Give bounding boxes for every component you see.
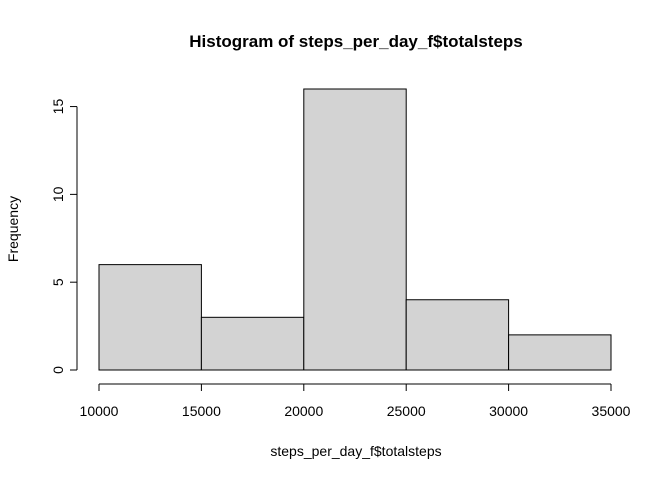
histogram-bar-0 [98, 264, 202, 371]
x-tick-label-4: 30000 [489, 403, 528, 419]
y-axis: 0 5 10 15 [50, 99, 78, 374]
histogram-bar-1 [200, 316, 305, 371]
x-tick-label-0: 10000 [80, 403, 119, 419]
x-tick-label-5: 35000 [592, 403, 631, 419]
y-axis-label: Frequency [5, 196, 21, 262]
chart-title: Histogram of steps_per_day_f$totalsteps [189, 32, 523, 51]
x-axis-label: steps_per_day_f$totalsteps [270, 443, 441, 459]
x-tick-label-2: 20000 [284, 403, 323, 419]
x-tick-label-3: 25000 [387, 403, 426, 419]
x-tick-label-1: 15000 [182, 403, 221, 419]
histogram-bar-3 [405, 299, 510, 371]
y-tick-label-3: 15 [50, 99, 66, 115]
histogram-bar-2 [303, 88, 407, 371]
y-tick-label-0: 0 [50, 366, 66, 374]
x-axis: 10000 15000 20000 25000 30000 35000 [80, 383, 631, 419]
y-tick-label-1: 5 [50, 278, 66, 286]
y-tick-label-2: 10 [50, 186, 66, 202]
bars-group [98, 88, 612, 371]
histogram-bar-4 [508, 334, 612, 371]
